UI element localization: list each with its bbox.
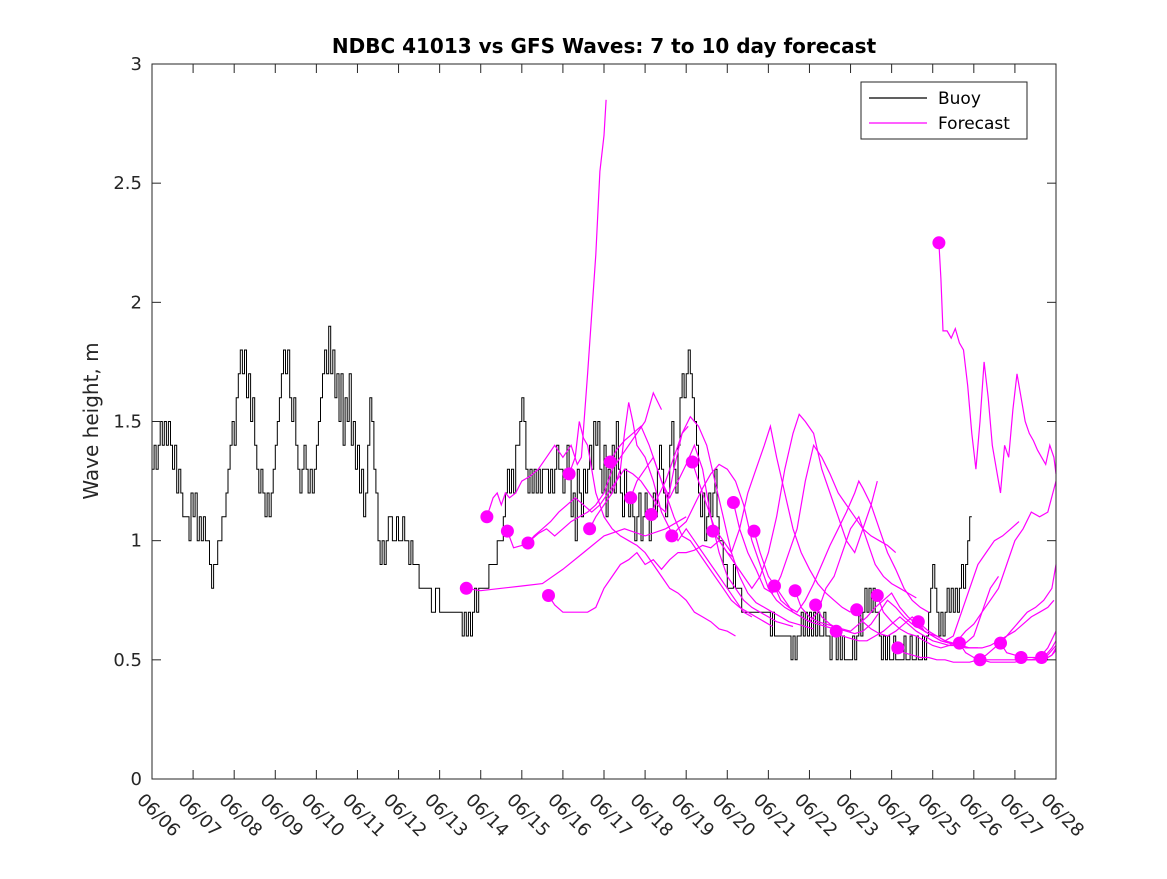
x-tick-label: 06/28: [1036, 790, 1088, 842]
x-tick-label: 06/21: [749, 790, 801, 842]
series-forecast-line-5: [547, 539, 734, 613]
series-forecast-line-13: [712, 413, 878, 590]
forecast-start-marker-1: [459, 581, 473, 595]
forecast-start-marker-28: [1014, 651, 1028, 664]
x-tick-label: 06/13: [420, 790, 472, 842]
forecast-start-marker-27: [994, 636, 1007, 650]
x-tick-label: 06/15: [502, 790, 554, 842]
x-tick-label: 06/20: [708, 790, 760, 842]
x-tick-label: 06/19: [667, 790, 719, 842]
y-tick-label: 2: [131, 292, 142, 313]
forecast-start-marker-29: [1035, 651, 1049, 664]
series-forecast-line-19: [835, 576, 999, 647]
x-tick-label: 06/07: [174, 790, 226, 842]
x-tick-label: 06/06: [132, 790, 184, 842]
forecast-start-marker-10: [644, 508, 658, 521]
forecast-start-marker-9: [624, 491, 638, 505]
forecast-start-marker-4: [521, 536, 535, 550]
series-forecast-line-1: [466, 516, 687, 592]
forecast-start-marker-13: [706, 524, 720, 538]
forecast-start-marker-23: [911, 615, 925, 629]
x-tick-label: 06/23: [831, 790, 883, 842]
legend: Buoy Forecast: [860, 81, 1028, 140]
series-forecast-line-20: [856, 521, 1020, 642]
forecast-start-marker-2: [480, 510, 494, 524]
series-forecast-line-2: [486, 99, 607, 517]
series-forecast-line-23: [917, 599, 1055, 649]
x-tick-label: 06/22: [790, 790, 842, 842]
x-tick-label: 06/25: [913, 790, 965, 842]
y-tick-label: 1: [131, 531, 142, 552]
forecast-start-marker-7: [583, 522, 597, 536]
y-tick-label: 0.5: [113, 650, 142, 671]
series-forecast-line-4: [527, 425, 689, 544]
forecast-start-marker-15: [747, 524, 761, 538]
x-tick-label: 06/18: [626, 790, 678, 842]
legend-box: [860, 81, 1028, 140]
y-tick-label: 1.5: [113, 412, 142, 433]
series-forecast-line-15: [753, 515, 917, 623]
legend-entry-label: Buoy: [938, 89, 981, 109]
x-tick-label: 06/09: [256, 790, 308, 842]
forecast-start-marker-21: [870, 589, 884, 602]
x-tick-label: 06/17: [584, 790, 636, 842]
forecast-start-marker-3: [500, 524, 514, 538]
forecast-start-marker-12: [685, 455, 699, 469]
forecast-start-marker-17: [788, 584, 802, 598]
series-forecast-line-7: [589, 402, 753, 618]
y-tick-label: 3: [131, 54, 142, 75]
forecast-start-marker-5: [542, 589, 555, 602]
x-tick-label: 06/10: [297, 790, 349, 842]
x-tick-label: 06/24: [872, 790, 924, 842]
x-tick-label: 06/27: [995, 790, 1047, 842]
forecast-start-marker-24: [932, 236, 946, 250]
forecast-start-marker-26: [973, 653, 987, 667]
y-tick-label: 2.5: [113, 173, 142, 194]
forecast-start-marker-18: [809, 598, 823, 612]
forecast-start-marker-11: [665, 529, 679, 543]
forecast-start-marker-22: [891, 641, 905, 655]
forecast-start-marker-8: [603, 455, 617, 469]
plot-area: [152, 99, 1057, 667]
axes: 00.511.522.5306/0606/0706/0806/0906/1006…: [113, 54, 1088, 841]
series-forecast-line-16: [773, 479, 929, 613]
x-tick-label: 06/26: [954, 790, 1006, 842]
chart-title: NDBC 41013 vs GFS Waves: 7 to 10 day for…: [332, 34, 877, 58]
x-tick-label: 06/12: [379, 790, 431, 842]
x-tick-label: 06/11: [338, 790, 390, 842]
forecast-start-marker-6: [562, 467, 576, 481]
forecast-start-marker-25: [952, 636, 966, 650]
forecast-start-marker-16: [768, 579, 781, 593]
series-forecast-line-24: [938, 242, 1057, 494]
series-forecast-line-14: [732, 443, 897, 594]
forecast-start-marker-19: [829, 624, 843, 638]
y-axis-label: Wave height, m: [79, 342, 103, 499]
series-forecast-line-8: [609, 425, 773, 628]
forecast-start-marker-20: [850, 603, 864, 617]
axes-box: [151, 63, 1057, 780]
x-tick-label: 06/08: [215, 790, 267, 842]
series-forecast-line-6: [568, 421, 736, 637]
x-tick-label: 06/16: [543, 790, 595, 842]
legend-entry-label: Forecast: [938, 114, 1010, 134]
x-tick-label: 06/14: [461, 790, 513, 842]
series-buoy-line: [152, 325, 972, 661]
forecast-start-marker-14: [726, 496, 740, 509]
y-tick-label: 0: [131, 769, 142, 790]
series-forecast-line-21: [876, 480, 1057, 649]
